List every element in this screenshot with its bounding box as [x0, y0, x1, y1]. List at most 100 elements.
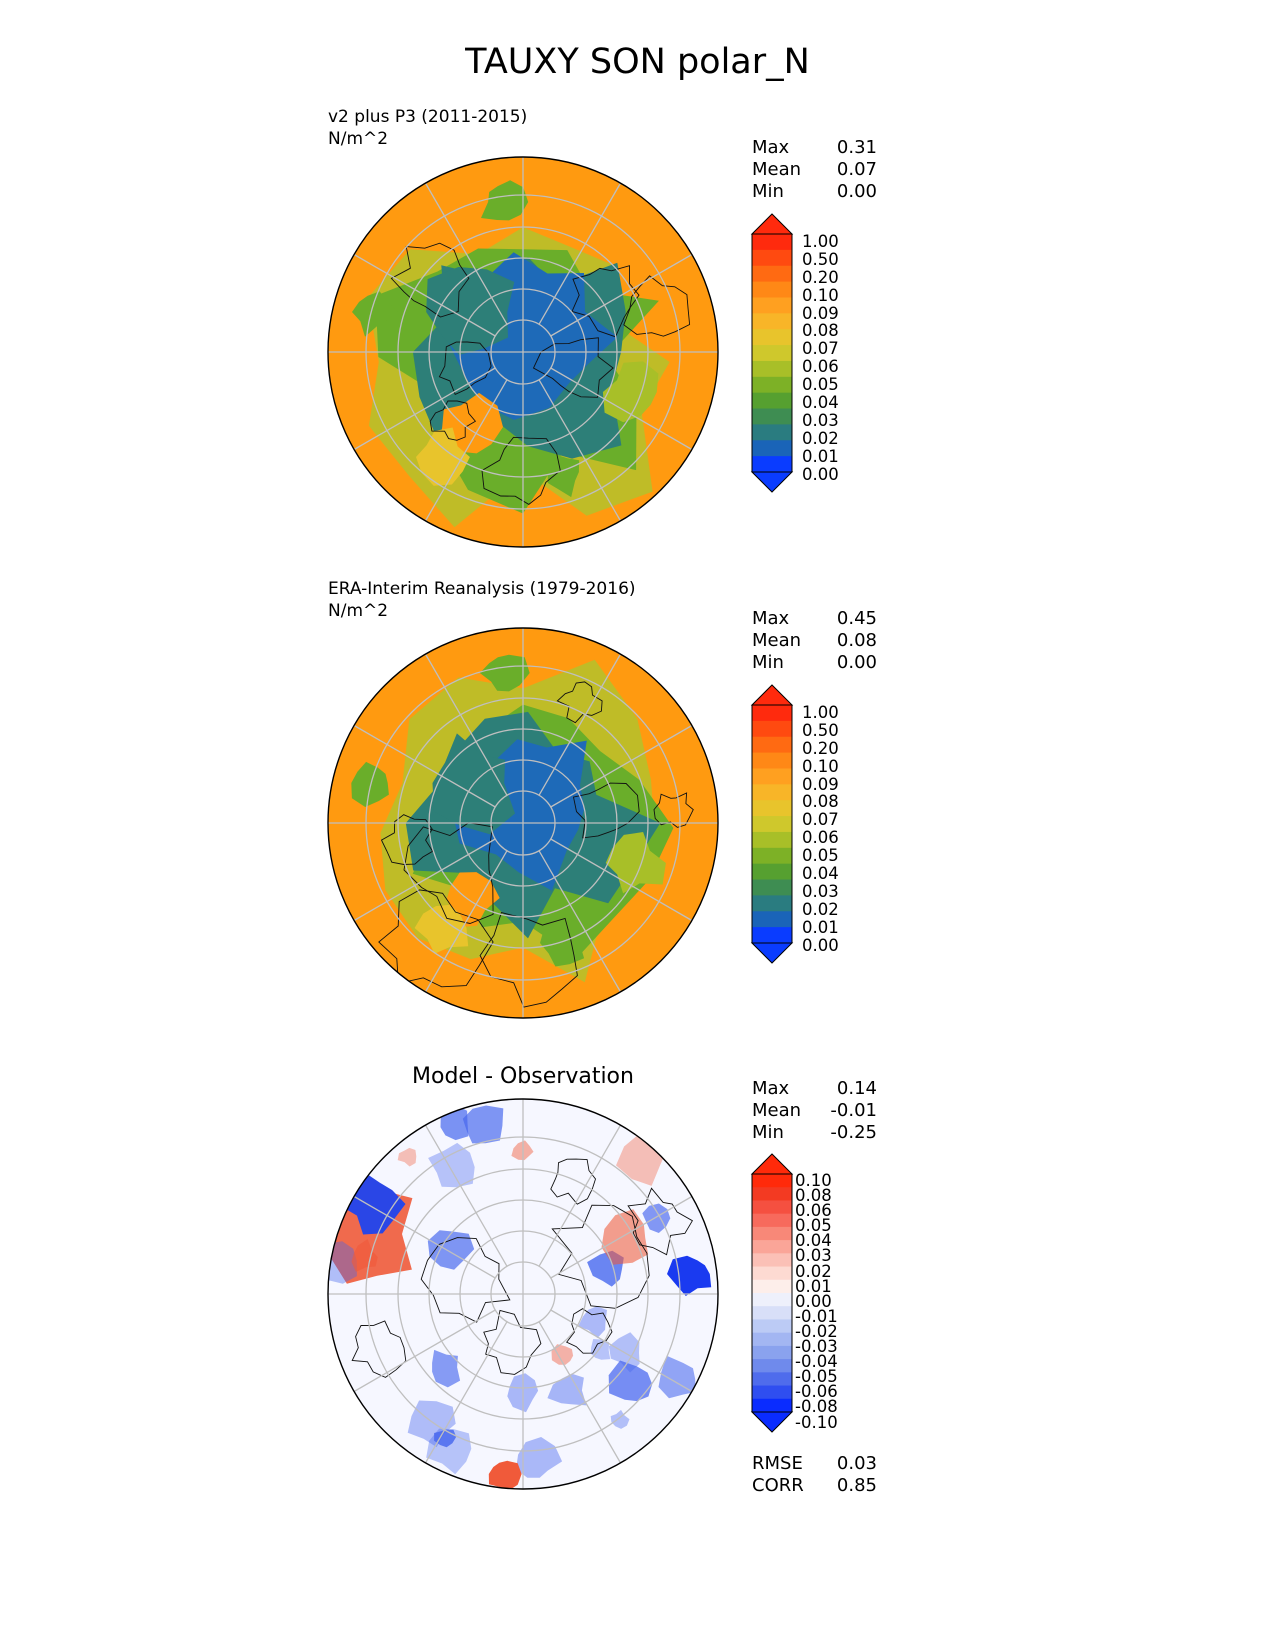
cb-label: 0.20	[802, 738, 839, 758]
panel-1-units: N/m^2	[328, 129, 389, 149]
figure-title: TAUXY SON polar_N	[465, 42, 810, 82]
graticule	[328, 157, 718, 547]
cb-label: -0.05	[795, 1367, 838, 1387]
colorbar-segment	[752, 895, 792, 912]
cb-label: 0.03	[795, 1246, 832, 1266]
panel-3-colorbar-bar	[750, 1153, 794, 1433]
cb-label: 0.09	[802, 303, 839, 323]
panel-2-stat-min: Min 0.00	[752, 652, 877, 673]
panel-2-colorbar	[750, 683, 794, 969]
colorbar-segment	[752, 249, 792, 267]
colorbar-segment	[752, 456, 792, 473]
map-boundary	[327, 1098, 719, 1490]
colorbar-segment	[752, 1398, 792, 1413]
panel-1-colorbar-labels: 1.00 0.50 0.20 0.10 0.09 0.08 0.07 0.06 …	[802, 233, 839, 483]
cb-label: 0.08	[802, 792, 839, 812]
cb-label: 1.00	[802, 232, 839, 251]
cb-label: 0.03	[802, 881, 839, 901]
cb-label: -0.03	[795, 1337, 838, 1357]
panel-3-colorbar-labels: 0.10 0.08 0.06 0.05 0.04 0.03 0.02 0.01 …	[795, 1171, 838, 1430]
colorbar-segment	[752, 265, 792, 283]
colorbar-segment	[752, 408, 792, 425]
panel-2-colorbar-labels: 1.00 0.50 0.20 0.10 0.09 0.08 0.07 0.06 …	[802, 704, 839, 954]
map-boundary	[327, 627, 719, 1019]
panel-3-metrics: RMSE 0.03 CORR 0.85	[752, 1453, 877, 1497]
cb-label: 0.02	[802, 428, 839, 448]
panel-3-colorbar	[750, 1152, 794, 1438]
panel-2-stat-mean: Mean 0.08	[752, 630, 877, 651]
cb-label: -0.06	[795, 1382, 838, 1402]
panel-3-stats: Max 0.14 Mean -0.01 Min -0.25	[752, 1078, 877, 1144]
cb-label: 0.08	[802, 321, 839, 341]
colorbar-extend-max	[750, 1153, 794, 1175]
colorbar-outline	[751, 233, 793, 473]
colorbar-segment	[752, 345, 792, 362]
panel-3-map	[327, 1098, 719, 1490]
panel-2-units: N/m^2	[328, 601, 389, 621]
colorbar-segment	[752, 1174, 792, 1188]
cb-label: 0.09	[802, 774, 839, 794]
cb-label: 1.00	[802, 703, 839, 722]
colorbar-segment	[752, 816, 792, 833]
colorbar-segment	[752, 768, 792, 785]
cb-label: 0.01	[802, 446, 839, 466]
colorbar-segment	[752, 360, 792, 378]
colorbar-segment	[752, 1332, 792, 1347]
map-boundary	[327, 156, 719, 548]
panel-1-colorbar	[750, 212, 794, 498]
colorbar-segment	[752, 1240, 792, 1254]
colorbar-extend-max	[750, 684, 794, 706]
panel-1-colorbar-bar	[750, 213, 794, 493]
colorbar-segment	[752, 297, 792, 314]
panel-3-metric-rmse: RMSE 0.03	[752, 1453, 877, 1474]
panel-1-stat-mean: Mean 0.07	[752, 159, 877, 180]
panel-1-map	[327, 156, 719, 548]
colorbar-segment	[752, 1279, 792, 1294]
colorbar-extend-min	[750, 1411, 794, 1433]
colorbar-segment	[752, 1306, 792, 1320]
map-field	[328, 628, 718, 1018]
cb-label: 0.05	[802, 846, 839, 866]
colorbar-segment	[752, 1187, 792, 1201]
graticule	[328, 628, 718, 1018]
colorbar-outline	[751, 1173, 793, 1413]
map-field	[328, 1099, 718, 1489]
colorbar-segment	[752, 1293, 792, 1307]
colorbar-segment	[752, 752, 792, 769]
panel-3-polar-map	[327, 1098, 719, 1490]
colorbar-segment	[752, 1213, 792, 1228]
cb-label: 0.06	[802, 828, 839, 848]
cb-label: 0.00	[802, 464, 839, 484]
cb-label: 0.20	[802, 267, 839, 287]
colorbar-segment	[752, 705, 792, 722]
panel-1-title: v2 plus P3 (2011-2015)	[328, 107, 528, 127]
cb-label: 0.02	[795, 1261, 832, 1281]
colorbar-segment	[752, 1359, 792, 1373]
cb-label: 0.04	[802, 393, 839, 413]
cb-label: 0.06	[795, 1201, 832, 1221]
cb-label: 0.01	[802, 917, 839, 937]
colorbar-segment	[752, 1253, 792, 1268]
colorbar-extend-max	[750, 213, 794, 235]
panel-1-stat-min: Min 0.00	[752, 181, 877, 202]
colorbar-segment	[752, 1266, 792, 1281]
cb-label: 0.10	[795, 1171, 832, 1190]
panel-1-stat-max: Max 0.31	[752, 137, 877, 158]
colorbar-segment	[752, 329, 792, 346]
cb-label: -0.08	[795, 1397, 838, 1417]
colorbar-segment	[752, 720, 792, 738]
panel-3-stat-mean: Mean -0.01	[752, 1100, 877, 1121]
cb-label: 0.04	[795, 1231, 832, 1251]
colorbar-segment	[752, 392, 792, 410]
coastline	[378, 681, 694, 1008]
cb-label: 0.02	[802, 899, 839, 919]
colorbar-segment	[752, 879, 792, 896]
cb-label: 0.10	[802, 285, 839, 305]
colorbar-segment	[752, 784, 792, 801]
panel-2-colorbar-bar	[750, 684, 794, 964]
colorbar-segment	[752, 376, 792, 394]
cb-label: 0.50	[802, 720, 839, 740]
colorbar-segment	[752, 424, 792, 441]
panel-3-stat-max: Max 0.14	[752, 1078, 877, 1099]
colorbar-segment	[752, 911, 792, 928]
